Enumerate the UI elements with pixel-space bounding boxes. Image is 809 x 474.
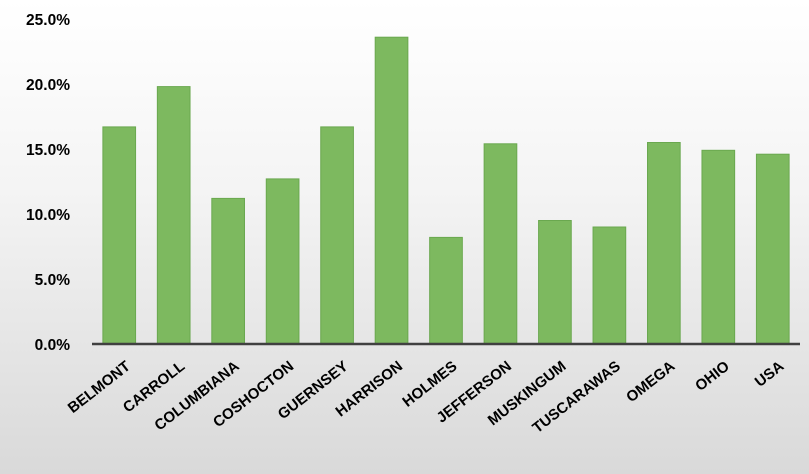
bar-harrison bbox=[374, 36, 409, 345]
bar-holmes bbox=[429, 236, 463, 345]
bar-columbiana bbox=[211, 197, 245, 345]
y-axis-ticks: 0.0% 5.0% 10.0% 15.0% 20.0% 25.0% bbox=[26, 12, 70, 354]
bar-muskingum bbox=[538, 220, 572, 345]
x-axis-labels: BELMONTCARROLLCOLUMBIANACOSHOCTONGUERNSE… bbox=[65, 358, 788, 437]
y-tick-label: 15.0% bbox=[26, 142, 70, 159]
bar-guernsey bbox=[320, 126, 354, 345]
x-tick-label: OMEGA bbox=[623, 358, 678, 406]
bar-ohio bbox=[701, 149, 736, 345]
y-tick-label: 0.0% bbox=[35, 337, 71, 354]
y-tick-label: 25.0% bbox=[26, 12, 70, 29]
x-tick-label: USA bbox=[752, 358, 788, 391]
x-tick-label: OHIO bbox=[692, 358, 733, 395]
bar-belmont bbox=[102, 126, 137, 345]
y-tick-label: 5.0% bbox=[35, 272, 71, 289]
y-tick-label: 20.0% bbox=[26, 77, 70, 94]
bar-carroll bbox=[156, 86, 191, 345]
bar-coshocton bbox=[265, 178, 300, 345]
y-tick-label: 10.0% bbox=[26, 207, 70, 224]
bars bbox=[102, 36, 790, 345]
bar-tuscarawas bbox=[592, 226, 627, 345]
bar-omega bbox=[647, 142, 681, 345]
bar-jefferson bbox=[483, 143, 518, 345]
bar-usa bbox=[755, 153, 790, 345]
